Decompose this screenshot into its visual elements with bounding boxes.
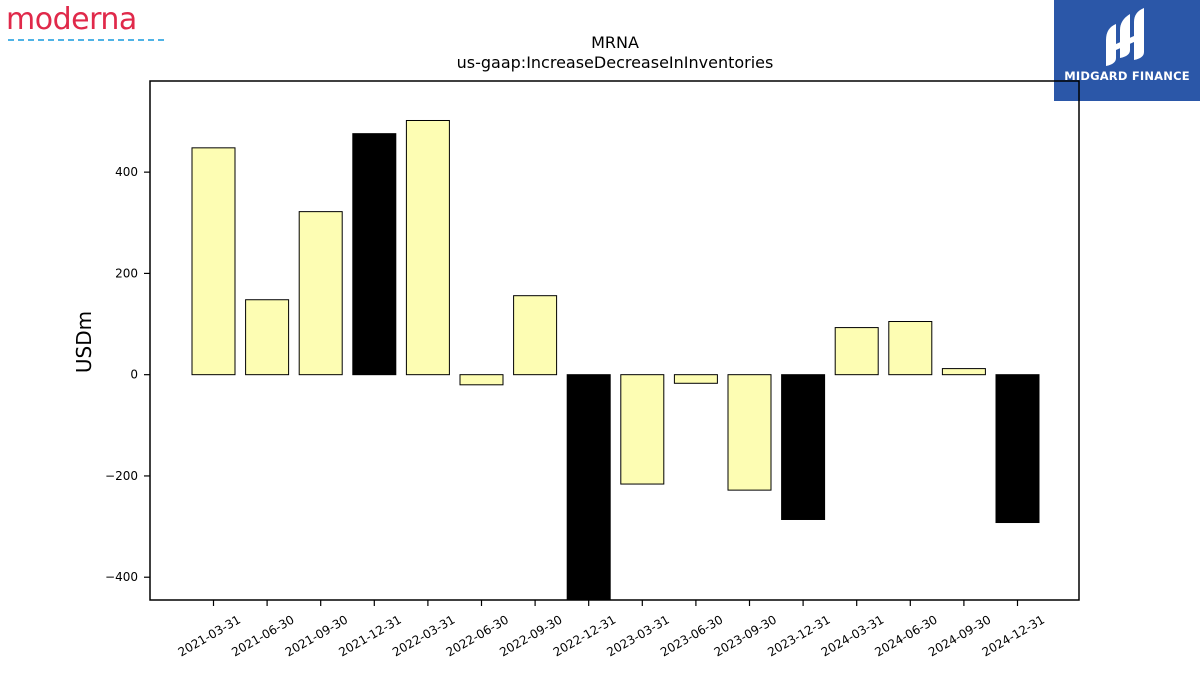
moderna-logo-text: moderna <box>6 2 137 37</box>
y-axis-label: USDm <box>72 311 96 373</box>
chart-title: MRNA <box>591 33 639 52</box>
bar-2023-03-31 <box>620 374 665 485</box>
bar-2022-03-31 <box>405 119 450 376</box>
bar-2023-06-30 <box>673 374 718 384</box>
y-tick-label: 0 <box>130 368 138 382</box>
midgard-mark-icon <box>1106 8 1144 66</box>
bar-2021-03-31 <box>191 147 236 376</box>
y-tick-label: −400 <box>105 570 138 584</box>
bar-2024-03-31 <box>834 327 879 376</box>
bar-2024-06-30 <box>888 321 933 376</box>
plot-frame <box>149 80 1080 601</box>
chart-subtitle: us-gaap:IncreaseDecreaseInInventories <box>457 53 774 72</box>
moderna-logo: moderna <box>6 2 164 41</box>
bar-2021-09-30 <box>298 211 343 376</box>
bar-2023-09-30 <box>727 374 772 491</box>
y-tick-label: 200 <box>115 266 138 280</box>
midgard-logo-text: MIDGARD FINANCE <box>1064 69 1190 83</box>
bar-2024-09-30 <box>941 368 986 376</box>
x-axis: 2021-03-312021-06-302021-09-302021-12-31… <box>176 600 1047 659</box>
bar-2022-06-30 <box>459 374 504 386</box>
y-tick-label: 400 <box>115 165 138 179</box>
bar-2021-06-30 <box>245 299 290 376</box>
bar-2021-12-31 <box>352 133 397 376</box>
y-axis: −400 −200 0 200 400 <box>105 165 150 584</box>
bar-2023-12-31 <box>781 374 826 520</box>
bar-2022-12-31 <box>566 374 611 601</box>
moderna-logo-underline <box>8 39 164 41</box>
y-tick-label: −200 <box>105 469 138 483</box>
bar-2022-09-30 <box>513 295 558 376</box>
bars-group <box>191 119 1040 601</box>
bar-2024-12-31 <box>995 374 1040 524</box>
